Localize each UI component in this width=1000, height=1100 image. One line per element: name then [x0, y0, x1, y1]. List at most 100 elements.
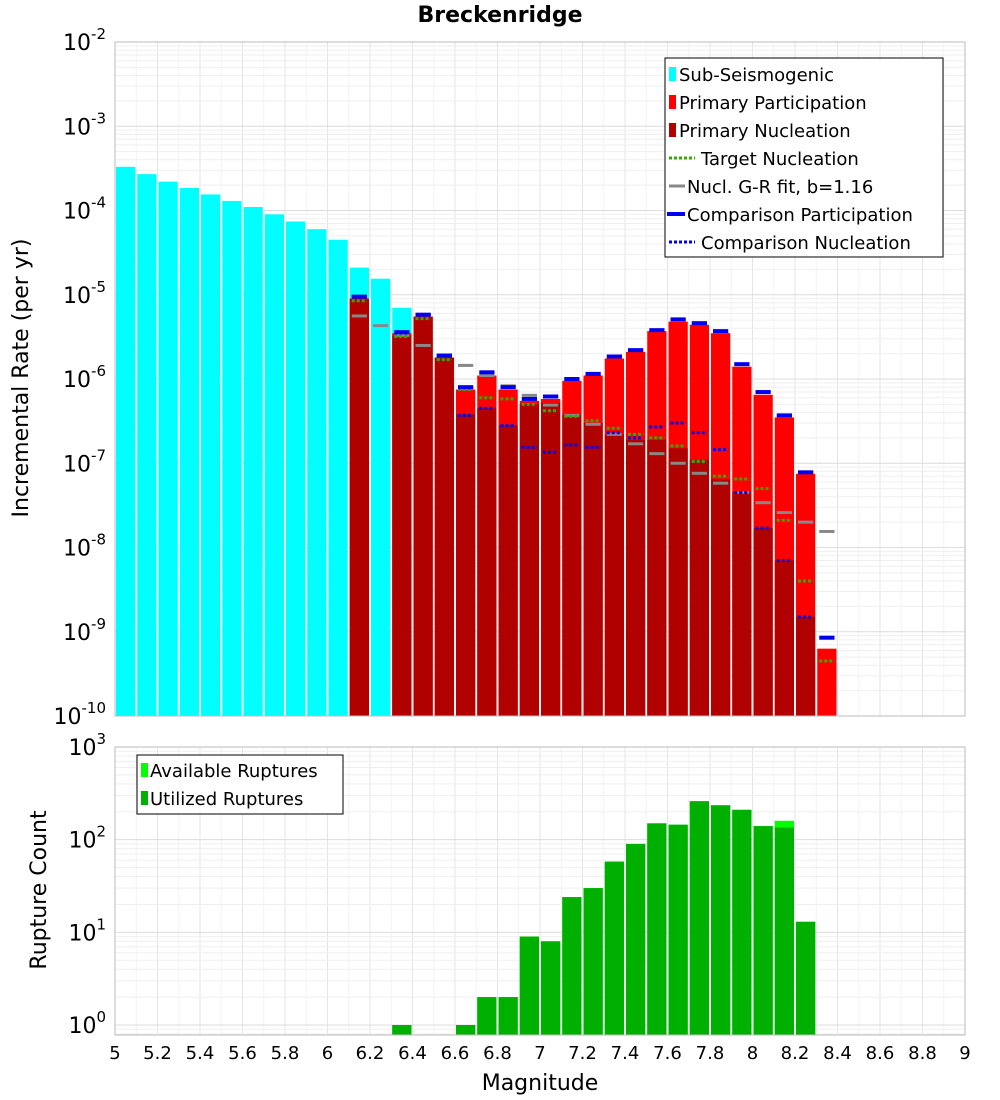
sub-seismogenic-bar	[137, 174, 157, 717]
utilized-ruptures-bar	[796, 921, 816, 1035]
utilized-ruptures-bar	[711, 805, 731, 1035]
legend-box	[664, 57, 944, 258]
x-tick-label: 7	[534, 1043, 545, 1064]
legend-label: Target Nucleation	[700, 149, 859, 170]
utilized-ruptures-bar	[477, 997, 497, 1035]
top-y-axis-label: Incremental Rate (per yr)	[9, 239, 34, 518]
primary-nucleation-bar	[562, 414, 582, 716]
x-tick-label: 6.8	[483, 1043, 512, 1064]
legend-label: Sub-Seismogenic	[679, 65, 834, 86]
primary-nucleation-bar	[349, 298, 369, 716]
x-tick-label: 7.6	[653, 1043, 682, 1064]
utilized-ruptures-bar	[456, 1025, 476, 1035]
primary-nucleation-bar	[689, 459, 709, 716]
primary-nucleation-bar	[732, 491, 752, 716]
primary-nucleation-bar	[392, 335, 412, 716]
sub-seismogenic-bar	[328, 239, 348, 716]
x-tick-label: 7.8	[696, 1043, 725, 1064]
primary-nucleation-bar	[541, 402, 561, 716]
primary-nucleation-bar	[796, 616, 816, 716]
primary-nucleation-bar	[456, 414, 476, 716]
legend-label: Available Ruptures	[150, 761, 318, 782]
utilized-ruptures-bar	[732, 809, 752, 1035]
utilized-ruptures-bar	[604, 861, 624, 1035]
sub-seismogenic-bar	[201, 194, 221, 717]
primary-nucleation-bar	[434, 357, 454, 716]
legend-swatch	[669, 123, 676, 137]
sub-seismogenic-bar	[264, 214, 284, 716]
legend-swatch	[669, 95, 676, 109]
legend-label: Primary Participation	[679, 93, 867, 114]
primary-nucleation-bar	[477, 408, 497, 716]
y-tick-label: 10-9	[63, 615, 106, 646]
y-tick-label: 103	[68, 730, 106, 761]
legend-label: Nucl. G-R fit, b=1.16	[687, 177, 873, 198]
x-tick-label: 5.2	[143, 1043, 172, 1064]
y-tick-label: 102	[68, 823, 106, 854]
y-tick-label: 10-4	[63, 194, 106, 225]
primary-nucleation-bar	[604, 434, 624, 716]
rupture-count-plot: 100 101 102 103 5 5.2 5.4 5.6 5.8 6 6.2 6.4 6.6 6.8 7 7…	[68, 730, 970, 1064]
y-tick-label: 10-3	[63, 109, 106, 140]
primary-nucleation-bar	[519, 404, 539, 716]
x-tick-label: 8.8	[908, 1043, 937, 1064]
legend-swatch	[141, 791, 148, 805]
y-tick-label: 10-10	[54, 699, 107, 730]
utilized-ruptures-bar	[519, 936, 539, 1035]
x-tick-label: 8.6	[866, 1043, 895, 1064]
y-tick-label: 10-5	[63, 278, 106, 309]
x-tick-label: 6.6	[441, 1043, 470, 1064]
y-tick-label: 10-8	[63, 531, 106, 562]
legend-label: Utilized Ruptures	[150, 789, 303, 810]
utilized-ruptures-bar	[689, 801, 709, 1035]
utilized-ruptures-bar	[753, 826, 773, 1035]
x-tick-label: 8.2	[781, 1043, 810, 1064]
plot-frame	[114, 41, 966, 717]
x-tick-label: 8.4	[823, 1043, 852, 1064]
utilized-ruptures-bar	[668, 824, 688, 1035]
sub-seismogenic-bar	[243, 207, 263, 716]
x-tick-label: 9	[959, 1043, 970, 1064]
primary-nucleation-bar	[668, 448, 688, 716]
legend-label: Comparison Nucleation	[701, 233, 911, 254]
legend-swatch	[141, 763, 148, 777]
utilized-ruptures-bar	[583, 888, 603, 1035]
rate-plot: 10-10 10-9 10-8 10-7 10-6 10-5 10-4 10-3 10-2 Sub…	[54, 25, 966, 730]
legend-box	[136, 754, 344, 815]
utilized-ruptures-bar	[626, 843, 646, 1035]
x-tick-label: 7.2	[568, 1043, 597, 1064]
primary-nucleation-bar	[498, 425, 518, 716]
primary-nucleation-bar	[413, 316, 433, 716]
primary-nucleation-bar	[647, 439, 667, 716]
utilized-ruptures-bar	[541, 941, 561, 1035]
x-tick-label: 5.8	[271, 1043, 300, 1064]
utilized-ruptures-bar	[647, 823, 667, 1035]
y-tick-label: 101	[68, 915, 106, 946]
x-tick-label: 6	[322, 1043, 333, 1064]
sub-seismogenic-bar	[222, 200, 242, 716]
primary-nucleation-bar	[711, 479, 731, 716]
utilized-ruptures-bar	[774, 827, 794, 1035]
primary-nucleation-bar	[626, 439, 646, 716]
sub-seismogenic-bar	[158, 181, 178, 717]
y-tick-label: 10-2	[63, 25, 106, 56]
x-axis-label: Magnitude	[482, 1071, 599, 1096]
x-tick-label: 8	[747, 1043, 758, 1064]
x-tick-label: 7.4	[611, 1043, 640, 1064]
utilized-ruptures-bar	[392, 1025, 412, 1035]
primary-nucleation-bar	[774, 560, 794, 716]
y-tick-label: 10-6	[63, 362, 106, 393]
x-tick-label: 5.4	[186, 1043, 215, 1064]
sub-seismogenic-bar	[286, 221, 306, 717]
primary-nucleation-bar	[583, 423, 603, 716]
legend-swatch	[669, 67, 676, 81]
y-tick-label: 10-7	[63, 446, 106, 477]
sub-seismogenic-bar	[307, 229, 327, 717]
utilized-ruptures-bar	[498, 997, 518, 1035]
x-tick-label: 5	[109, 1043, 120, 1064]
legend-label: Comparison Participation	[687, 205, 913, 226]
bottom-y-axis-label: Rupture Count	[27, 810, 52, 970]
x-tick-label: 6.4	[398, 1043, 427, 1064]
primary-participation-bar	[817, 648, 837, 716]
